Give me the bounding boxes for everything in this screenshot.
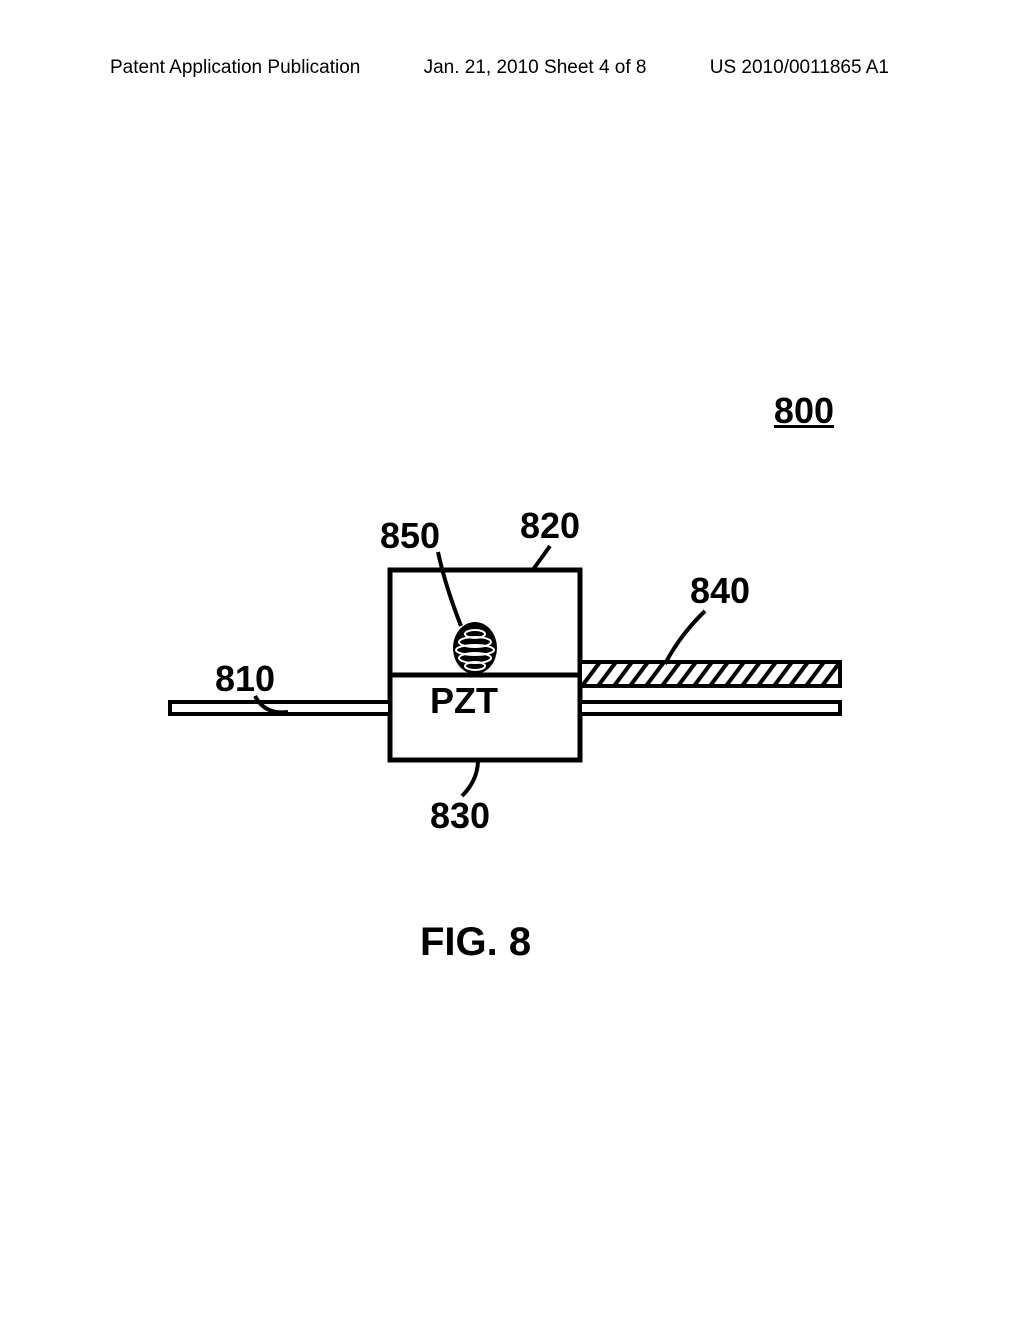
ref-number-830: 830 [430, 795, 490, 837]
figure-title: FIG. 8 [420, 920, 531, 965]
header-date-sheet: Jan. 21, 2010 Sheet 4 of 8 [424, 57, 647, 79]
beam-840-hatched [580, 662, 840, 686]
leader-820 [532, 546, 550, 571]
ref-number-850: 850 [380, 515, 440, 557]
ref-number-810: 810 [215, 658, 275, 700]
patent-diagram-svg [100, 350, 924, 950]
beam-right-lower [580, 702, 840, 714]
ref-number-820: 820 [520, 505, 580, 547]
ref-number-800: 800 [774, 390, 834, 432]
figure-8-container: 800 850 820 840 810 830 PZT FIG. 8 [100, 350, 924, 950]
pzt-text-label: PZT [430, 680, 498, 722]
ref-number-840: 840 [690, 570, 750, 612]
leader-830 [462, 760, 478, 796]
sphere-850 [453, 622, 497, 674]
leader-840 [665, 611, 705, 664]
header-patent-number: US 2010/0011865 A1 [710, 57, 889, 79]
header-publication-type: Patent Application Publication [110, 57, 360, 79]
page-header: Patent Application Publication Jan. 21, … [0, 57, 1024, 79]
